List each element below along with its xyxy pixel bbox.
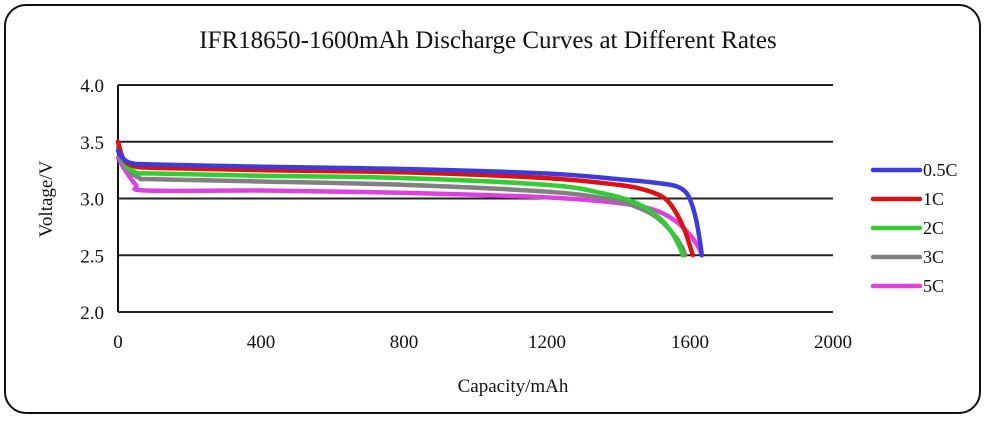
x-tick-label: 2000 xyxy=(814,332,852,353)
y-tick-labels: 2.0 2.5 3.0 3.5 4.0 xyxy=(80,76,104,324)
y-tick-label: 2.0 xyxy=(80,303,104,324)
x-tick-label: 0 xyxy=(113,332,123,353)
legend-label: 2C xyxy=(923,218,944,238)
series-lines xyxy=(115,139,705,258)
series-line-5C xyxy=(115,155,705,258)
series-line-2C xyxy=(115,139,686,258)
grid-lines xyxy=(118,84,833,313)
chart-title: IFR18650-1600mAh Discharge Curves at Dif… xyxy=(199,27,776,54)
y-tick-label: 4.0 xyxy=(80,76,104,97)
legend-label: 1C xyxy=(923,189,944,209)
legend-label: 3C xyxy=(923,247,944,267)
y-axis-label: Voltage/V xyxy=(36,160,57,237)
y-tick-label: 2.5 xyxy=(80,246,104,267)
x-tick-label: 800 xyxy=(390,332,419,353)
legend-label: 5C xyxy=(923,276,944,296)
series-line-1C xyxy=(115,139,696,258)
chart-frame xyxy=(4,4,981,414)
legend-label: 0.5C xyxy=(923,160,958,180)
x-tick-label: 1600 xyxy=(671,332,709,353)
x-tick-label: 1200 xyxy=(528,332,566,353)
x-tick-labels: 0 400 800 1200 1600 2000 xyxy=(113,332,852,353)
x-tick-label: 400 xyxy=(247,332,276,353)
series-line-0_5C xyxy=(115,148,705,258)
x-axis-label: Capacity/mAh xyxy=(458,376,569,397)
legend: 0.5C 1C 2C 3C 5C xyxy=(870,160,958,296)
y-tick-label: 3.5 xyxy=(80,133,104,154)
y-tick-label: 3.0 xyxy=(80,190,104,211)
